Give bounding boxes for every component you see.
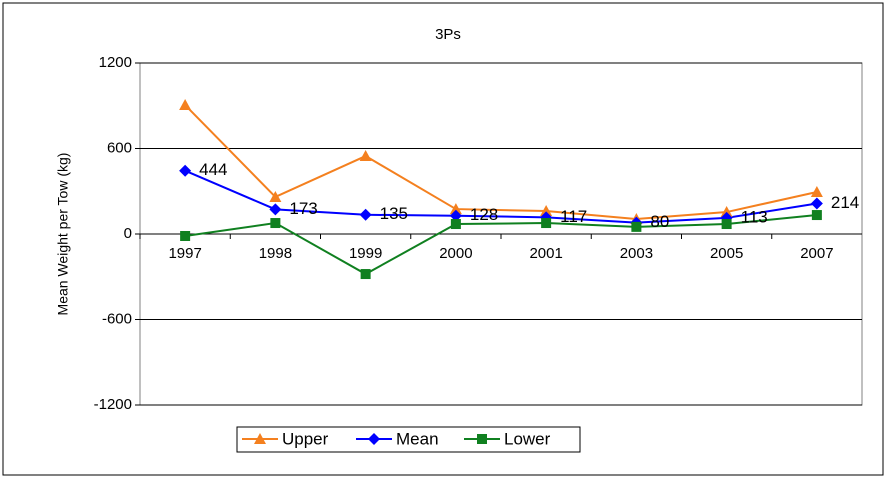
legend-marker	[477, 434, 487, 444]
data-label: 80	[650, 212, 669, 231]
data-label: 173	[289, 199, 317, 218]
data-point	[450, 219, 461, 230]
legend-label: Upper	[282, 429, 329, 448]
chart-title: 3Ps	[435, 26, 461, 43]
y-tick-label: 600	[107, 139, 132, 156]
series-line	[184, 169, 818, 224]
data-point	[721, 219, 732, 230]
legend-label: Mean	[396, 429, 439, 448]
y-tick-label: -600	[102, 310, 132, 327]
legend-box	[236, 426, 581, 453]
y-tick-label: 0	[124, 225, 132, 242]
x-tick-label: 2001	[529, 245, 562, 262]
data-point	[360, 269, 371, 280]
data-point	[810, 185, 823, 197]
data-point	[359, 150, 372, 162]
data-point	[179, 164, 192, 177]
series-line	[184, 214, 817, 276]
data-point	[180, 230, 191, 241]
data-point	[720, 206, 733, 218]
x-tick-label: 1998	[259, 245, 292, 262]
data-point	[810, 197, 823, 210]
data-point	[179, 99, 192, 111]
x-tick-label: 1999	[349, 245, 382, 262]
y-axis-label: Mean Weight per Tow (kg)	[55, 153, 71, 316]
x-tick-label: 2000	[439, 245, 472, 262]
y-tick-label: -1200	[94, 396, 132, 413]
data-point	[541, 218, 552, 229]
data-point	[540, 205, 553, 217]
data-label: 117	[560, 207, 587, 226]
data-label: 113	[741, 207, 768, 226]
data-point	[449, 203, 462, 215]
y-tick-label: 1200	[99, 54, 132, 71]
data-label: 214	[831, 193, 859, 212]
series-line	[184, 104, 818, 221]
legend-marker	[254, 433, 266, 444]
data-label: 444	[199, 160, 227, 179]
data-label: 128	[470, 205, 498, 224]
data-point	[269, 190, 282, 202]
x-tick-label: 2003	[620, 245, 653, 262]
data-point	[449, 209, 462, 222]
data-point	[270, 218, 281, 229]
legend-label: Lower	[504, 429, 551, 448]
x-tick-label: 2007	[800, 245, 833, 262]
data-point	[811, 210, 822, 221]
legend-marker	[368, 433, 380, 445]
data-point	[631, 221, 642, 232]
data-point	[359, 208, 372, 221]
data-point	[269, 203, 282, 216]
x-tick-label: 1997	[168, 245, 201, 262]
data-label: 135	[380, 204, 408, 223]
x-tick-label: 2005	[710, 245, 743, 262]
